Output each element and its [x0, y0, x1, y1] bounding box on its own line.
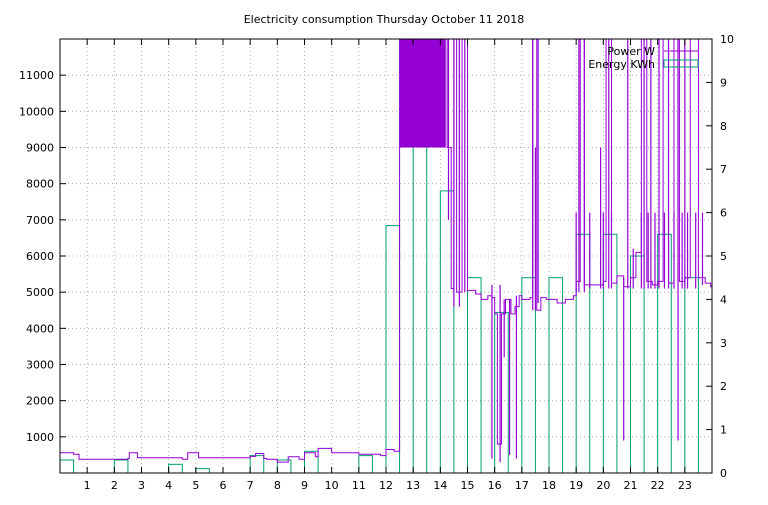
- x-tick-label: 20: [596, 479, 610, 492]
- energy-bar: [439, 190, 455, 474]
- x-tick-label: 8: [274, 479, 281, 492]
- y2-tick-label: 6: [720, 207, 727, 220]
- x-tick-label: 15: [461, 479, 475, 492]
- y2-tick-label: 2: [720, 380, 727, 393]
- x-tick-label: 10: [325, 479, 339, 492]
- x-tick-label: 7: [247, 479, 254, 492]
- x-tick-label: 13: [406, 479, 420, 492]
- x-tick-label: 21: [624, 479, 638, 492]
- y-tick-label: 1000: [26, 431, 54, 444]
- energy-bar: [684, 277, 699, 474]
- power-line-layer: [60, 38, 712, 463]
- x-tick-label: 4: [165, 479, 172, 492]
- y-tick-label: 9000: [26, 142, 54, 155]
- y2-tick-label: 8: [720, 120, 727, 133]
- legend-energy-label: Energy KWh: [588, 58, 655, 71]
- y2-tick-label: 10: [720, 33, 734, 46]
- energy-bar: [195, 468, 210, 474]
- y-tick-label: 8000: [26, 178, 54, 191]
- y-tick-label: 10000: [19, 105, 54, 118]
- x-tick-label: 19: [569, 479, 583, 492]
- energy-bar: [168, 463, 183, 474]
- x-tick-label: 18: [542, 479, 556, 492]
- x-tick-label: 11: [352, 479, 366, 492]
- y-tick-label: 5000: [26, 286, 54, 299]
- y2-tick-label: 9: [720, 76, 727, 89]
- energy-bar: [575, 233, 591, 474]
- energy-bars: [59, 73, 699, 474]
- y2-tick-label: 5: [720, 250, 727, 263]
- x-tick-label: 23: [678, 479, 692, 492]
- energy-bar: [249, 455, 265, 474]
- x-tick-label: 3: [138, 479, 145, 492]
- x-tick-label: 14: [433, 479, 447, 492]
- chart-title: Electricity consumption Thursday October…: [244, 13, 525, 26]
- y-tick-label: 4000: [26, 322, 54, 335]
- energy-bar: [59, 459, 75, 474]
- y2-tick-label: 7: [720, 163, 727, 176]
- y-tick-label: 2000: [26, 395, 54, 408]
- x-tick-label: 2: [111, 479, 118, 492]
- energy-bar: [113, 459, 129, 474]
- energy-bar: [467, 277, 482, 474]
- x-tick-label: 6: [220, 479, 227, 492]
- legend: Power W Energy KWh: [588, 45, 699, 71]
- y-tick-label: 3000: [26, 359, 54, 372]
- legend-power-label: Power W: [607, 45, 655, 58]
- x-tick-label: 16: [488, 479, 502, 492]
- energy-bar: [602, 233, 618, 474]
- y2-tick-label: 3: [720, 337, 727, 350]
- x-tick-label: 17: [515, 479, 529, 492]
- x-tick-label: 1: [84, 479, 91, 492]
- energy-bar: [385, 225, 401, 474]
- axis-layer: 1 2 3 4 5 6 7 8 9 10 11 12 13 14 15 16 17 18 19 20 21 22 23100…: [19, 33, 734, 492]
- y-tick-label: 11000: [19, 69, 54, 82]
- energy-bar: [521, 277, 536, 474]
- energy-bar: [548, 277, 564, 474]
- y2-tick-label: 0: [720, 467, 727, 480]
- y2-tick-label: 4: [720, 293, 727, 306]
- energy-bar: [304, 450, 319, 474]
- x-tick-label: 22: [651, 479, 665, 492]
- y-tick-label: 7000: [26, 214, 54, 227]
- x-tick-label: 12: [379, 479, 393, 492]
- energy-bar: [358, 455, 373, 474]
- y2-tick-label: 1: [720, 424, 727, 437]
- x-tick-label: 9: [301, 479, 308, 492]
- legend-energy-swatch: [663, 59, 699, 68]
- y-tick-label: 6000: [26, 250, 54, 263]
- x-tick-label: 5: [192, 479, 199, 492]
